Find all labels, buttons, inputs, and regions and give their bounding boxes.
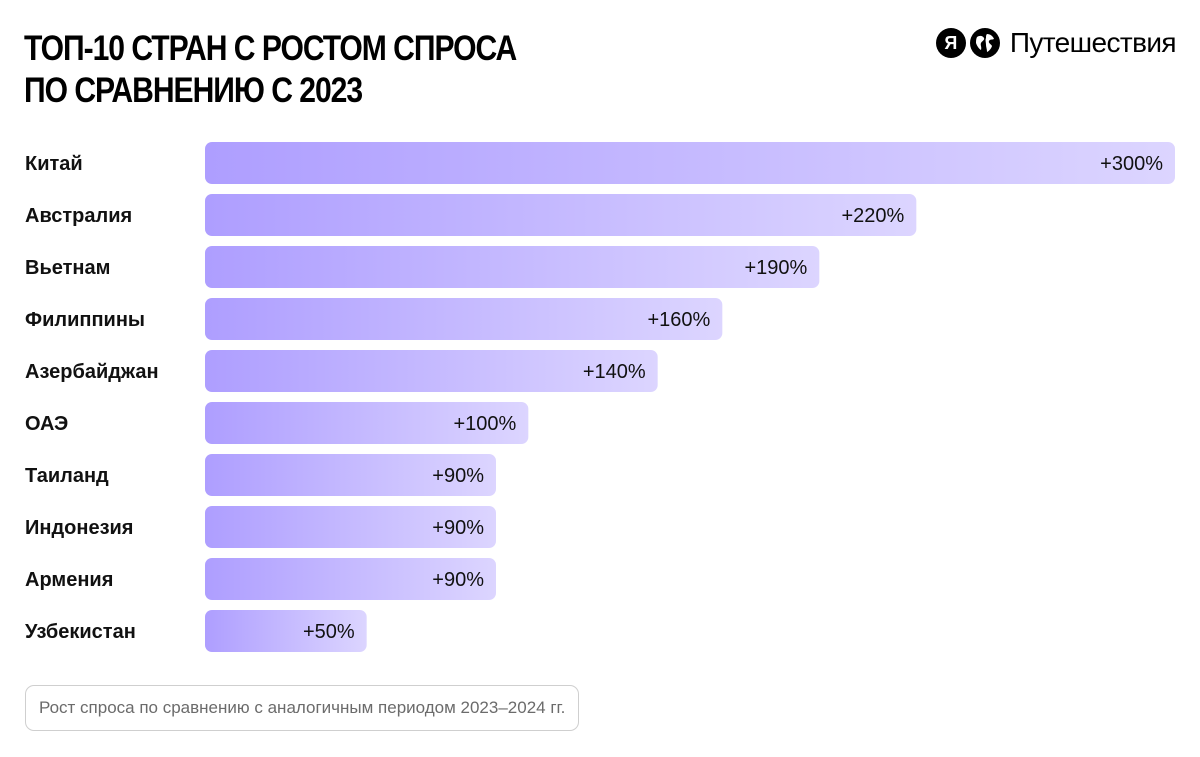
data-label: +300%	[1100, 153, 1163, 175]
bar	[205, 246, 820, 288]
category-label: Австралия	[25, 205, 132, 227]
data-label: +220%	[841, 205, 904, 227]
bar	[205, 558, 496, 600]
bar	[205, 298, 723, 340]
bar	[205, 142, 1175, 184]
yandex-logo-icon: Я	[935, 28, 966, 58]
bar	[205, 402, 529, 444]
chart-title: ТОП-10 СТРАН С РОСТОМ СПРОСА ПО СРАВНЕНИ…	[24, 28, 517, 112]
data-label: +140%	[583, 361, 646, 383]
data-label: +90%	[432, 517, 484, 539]
globe-icon	[969, 28, 1000, 58]
brand-name: Путешествия	[1009, 27, 1177, 58]
category-label: ОАЭ	[25, 413, 68, 435]
category-label: Азербайджан	[25, 361, 159, 383]
category-label: Вьетнам	[25, 257, 110, 279]
category-label: Узбекистан	[25, 621, 136, 643]
footnote: Рост спроса по сравнению с аналогичным п…	[25, 685, 580, 731]
category-label: Таиланд	[25, 465, 109, 487]
chart-title-line-2: ПО СРАВНЕНИЮ С 2023	[24, 71, 363, 110]
data-label: +100%	[453, 413, 516, 435]
data-label: +190%	[744, 257, 807, 279]
bar	[205, 610, 367, 652]
bar	[205, 454, 496, 496]
chart-title-line-1: ТОП-10 СТРАН С РОСТОМ СПРОСА	[24, 29, 517, 68]
data-label: +90%	[432, 569, 484, 591]
data-label: +160%	[647, 309, 710, 331]
brand-logo: Я Путешествия	[935, 24, 1177, 62]
category-label: Армения	[25, 569, 113, 591]
category-label: Индонезия	[25, 517, 133, 539]
bar	[205, 506, 496, 548]
data-label: +50%	[303, 621, 355, 643]
category-label: Китай	[25, 153, 83, 175]
bar	[205, 194, 917, 236]
category-label: Филиппины	[25, 309, 145, 331]
data-label: +90%	[432, 465, 484, 487]
bars-group: Китай +300% Австралия +220% Вьетнам +190% Фили…	[25, 142, 1175, 652]
bar	[205, 350, 658, 392]
